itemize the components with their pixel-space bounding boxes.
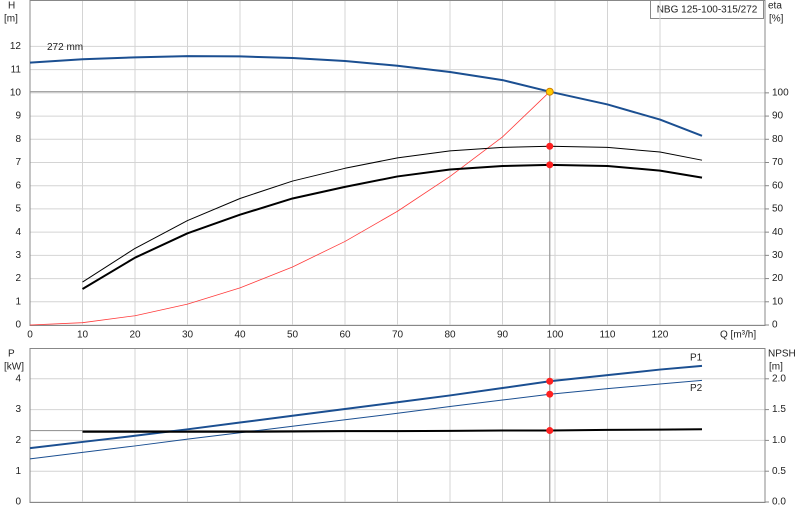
- y2-tick-label: 2.0: [772, 373, 786, 384]
- y-axis-label: H: [8, 1, 15, 12]
- series-line: [82, 428, 703, 433]
- y2-axis-label: eta: [768, 1, 782, 12]
- y-axis-label: P: [8, 349, 15, 360]
- y2-tick-label: 40: [772, 227, 784, 238]
- y2-tick-label: 80: [772, 134, 784, 145]
- x-tick-label: 90: [497, 330, 509, 341]
- operating-point: [546, 142, 554, 150]
- operating-point: [545, 87, 554, 96]
- series-line: [29, 91, 551, 326]
- y-axis-unit: [m]: [4, 14, 18, 25]
- operating-point: [546, 161, 554, 169]
- y2-axis-unit: [%]: [769, 14, 784, 25]
- y2-axis-unit: [m]: [769, 362, 783, 373]
- y-tick-label: 2: [15, 273, 21, 284]
- x-tick-label: 40: [234, 330, 246, 341]
- series-label: P2: [690, 383, 703, 394]
- operating-point: [546, 427, 554, 435]
- y2-tick-label: 0: [772, 320, 778, 331]
- y-tick-label: 3: [15, 250, 21, 261]
- x-tick-label: 120: [652, 330, 669, 341]
- y-tick-label: 12: [10, 41, 22, 52]
- y2-tick-label: 30: [772, 250, 784, 261]
- annotation: 272 mm: [47, 42, 83, 53]
- x-tick-label: 50: [287, 330, 299, 341]
- y2-tick-label: 1.5: [772, 404, 786, 415]
- y-tick-label: 2: [15, 435, 21, 446]
- y-tick-label: 7: [15, 157, 21, 168]
- y-tick-label: 4: [15, 227, 21, 238]
- y-tick-label: 1: [15, 296, 21, 307]
- x-tick-label: 110: [600, 330, 616, 341]
- operating-point: [546, 377, 554, 385]
- y2-tick-label: 60: [772, 180, 784, 191]
- y2-tick-label: 100: [772, 87, 789, 98]
- y-tick-label: 5: [15, 204, 21, 215]
- series-line: [29, 379, 703, 460]
- y2-axis-label: NPSH: [768, 349, 796, 360]
- x-tick-label: 30: [182, 330, 194, 341]
- x-tick-label: 100: [547, 330, 564, 341]
- y-tick-label: 6: [15, 180, 21, 191]
- x-tick-label: 0: [27, 330, 33, 341]
- y-tick-label: 0: [15, 320, 21, 331]
- y2-tick-label: 70: [772, 157, 784, 168]
- x-tick-label: 70: [392, 330, 404, 341]
- y2-tick-label: 1.0: [772, 435, 786, 446]
- y-tick-label: 4: [15, 373, 21, 384]
- x-tick-label: 60: [339, 330, 351, 341]
- series-line: [29, 364, 703, 450]
- model-label: NBG 125-100-315/272: [657, 5, 758, 16]
- y-tick-label: 11: [11, 64, 22, 75]
- y-tick-label: 8: [15, 134, 21, 145]
- y-tick-label: 1: [15, 466, 21, 477]
- plot-frame: [29, 348, 766, 503]
- y2-tick-label: 0.5: [772, 466, 786, 477]
- y-tick-label: 10: [10, 87, 22, 98]
- y-axis-unit: [kW]: [4, 362, 24, 373]
- y-tick-label: 0: [15, 497, 21, 508]
- y-tick-label: 9: [15, 111, 21, 122]
- x-tick-label: 10: [77, 330, 89, 341]
- series-line: [81, 163, 703, 290]
- y2-tick-label: 50: [772, 204, 784, 215]
- series-line: [82, 145, 703, 283]
- y2-tick-label: 20: [772, 273, 784, 284]
- series-line: [29, 55, 703, 137]
- x-tick-label: 20: [129, 330, 141, 341]
- y-tick-label: 3: [15, 404, 21, 415]
- series-label: P1: [690, 353, 703, 364]
- x-axis-label: Q [m³/h]: [720, 330, 756, 341]
- x-tick-label: 80: [444, 330, 456, 341]
- operating-point: [546, 390, 554, 398]
- y2-tick-label: 0.0: [772, 497, 786, 508]
- y2-tick-label: 90: [772, 111, 784, 122]
- plot-frame: [29, 0, 766, 326]
- y2-tick-label: 10: [772, 296, 784, 307]
